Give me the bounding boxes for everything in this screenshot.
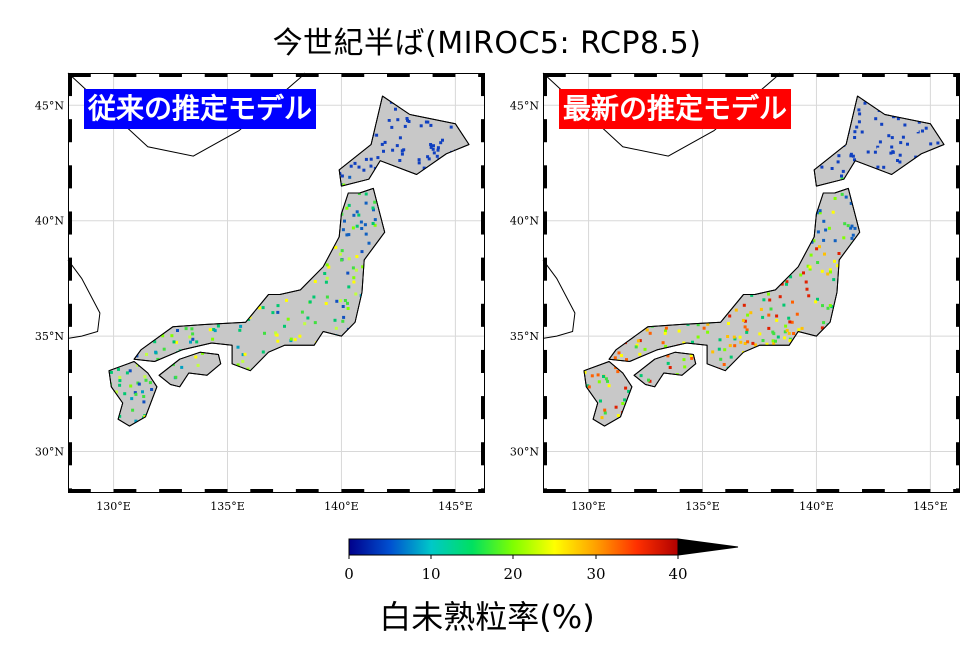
lat-tick-label: 35°N [510, 330, 539, 343]
colorbar-ramp [348, 538, 679, 556]
map-panel-conventional: 45°N 40°N 35°N 30°N 130°E 135°E 140°E 145°E 従来… [35, 72, 485, 513]
lat-tick-label: 30°N [510, 445, 539, 458]
figure-title: 今世紀半ば(MIROC5: RCP8.5) [272, 26, 702, 61]
map-frame [543, 73, 960, 493]
lon-tick-label: 145°E [913, 500, 948, 513]
colorbar-ticks [348, 555, 679, 559]
model-label-conventional: 従来の推定モデル [84, 89, 317, 129]
colorbar-tick-label: 0 [344, 565, 354, 583]
lat-tick-label: 40°N [510, 215, 539, 228]
lat-tick-label: 45°N [510, 99, 539, 112]
lon-tick-label: 145°E [438, 500, 473, 513]
map-canvas: 45°N 40°N 35°N 30°N 130°E 135°E 140°E 145°E [35, 72, 485, 513]
map-panel-latest: 45°N 40°N 35°N 30°N 130°E 135°E 140°E 145°E 最新… [510, 72, 960, 513]
map-frame [68, 73, 485, 493]
lon-tick-label: 135°E [210, 500, 245, 513]
colorbar-extend-arrow [677, 538, 739, 556]
colorbar-graphic [348, 538, 739, 559]
lat-tick-label: 35°N [35, 330, 64, 343]
colorbar-tick-label: 20 [503, 565, 523, 583]
colorbar: 0 10 20 30 40 [344, 538, 740, 598]
colorbar-title: 白未熟粒率(%) [379, 598, 595, 636]
lon-tick-label: 130°E [571, 500, 606, 513]
lat-tick-label: 40°N [35, 215, 64, 228]
lon-tick-labels: 130°E 135°E 140°E 145°E [96, 500, 472, 513]
model-label-latest: 最新の推定モデル [559, 89, 792, 129]
lon-tick-label: 135°E [685, 500, 720, 513]
colorbar-tick-label: 10 [421, 565, 441, 583]
lon-tick-labels: 130°E 135°E 140°E 145°E [571, 500, 947, 513]
lat-tick-label: 30°N [35, 445, 64, 458]
colorbar-tick-label: 30 [586, 565, 606, 583]
lat-tick-labels: 45°N 40°N 35°N 30°N [510, 99, 539, 458]
lat-tick-labels: 45°N 40°N 35°N 30°N [35, 99, 64, 458]
lon-tick-label: 130°E [96, 500, 131, 513]
map-canvas: 45°N 40°N 35°N 30°N 130°E 135°E 140°E 145°E [510, 72, 960, 513]
lon-tick-label: 140°E [799, 500, 834, 513]
lon-tick-label: 140°E [324, 500, 359, 513]
colorbar-tick-label: 40 [668, 565, 688, 583]
lat-tick-label: 45°N [35, 99, 64, 112]
